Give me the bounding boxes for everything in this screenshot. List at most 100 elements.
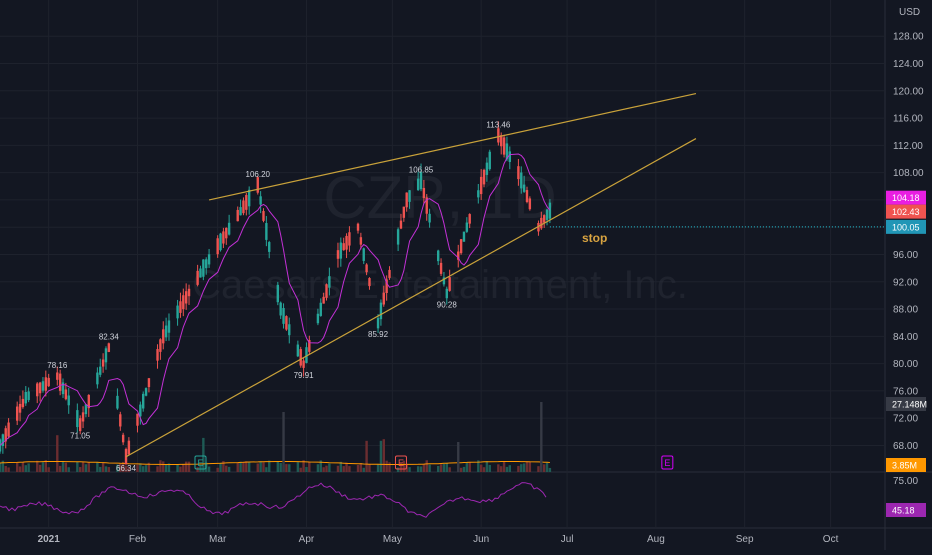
candle-body <box>339 242 343 259</box>
candle-body <box>21 398 25 408</box>
rsi-tick-label: 75.00 <box>893 476 918 487</box>
candle-body <box>485 162 489 175</box>
volume-bar <box>276 461 280 472</box>
volume-bar <box>27 463 30 472</box>
earnings-event-marker[interactable] <box>394 455 407 470</box>
candle-body <box>477 190 480 198</box>
volume-bar <box>219 463 222 472</box>
candle-body <box>164 325 168 338</box>
volume-bar <box>459 467 463 472</box>
candle-body <box>379 302 383 320</box>
volume-bar <box>242 462 245 472</box>
volume-bar <box>164 464 168 472</box>
volume-bar <box>0 462 2 472</box>
candle-body <box>408 190 411 202</box>
volume-bar <box>316 464 320 472</box>
volume-bar <box>127 467 131 472</box>
candle-body <box>482 169 486 185</box>
candle-body <box>265 223 268 240</box>
earnings-event-marker[interactable] <box>661 455 674 470</box>
peak-label: 90.28 <box>437 300 458 309</box>
candle-body <box>236 209 239 222</box>
candle-body <box>448 277 451 291</box>
earnings-event-letter: E <box>197 458 203 468</box>
candle-body <box>316 313 320 324</box>
rsi-line <box>0 482 547 518</box>
volume-bar <box>545 462 549 472</box>
peak-label: 79.91 <box>294 371 315 380</box>
candle-body <box>61 382 65 395</box>
candle-body <box>428 213 431 223</box>
candle-body <box>345 235 348 250</box>
candle-body <box>548 202 552 219</box>
candle-body <box>540 217 543 229</box>
volume-bar <box>187 461 191 472</box>
candle-body <box>78 418 82 432</box>
ma-line <box>0 153 551 446</box>
candle-body <box>459 239 463 254</box>
candle-body <box>388 269 391 278</box>
volume-bar <box>184 461 188 472</box>
candle-body <box>465 222 469 232</box>
volume-bar <box>256 463 259 472</box>
candle-body <box>116 395 119 409</box>
candle-body <box>38 382 42 394</box>
volume-bar <box>485 461 489 472</box>
candle-body <box>245 195 248 210</box>
candle-body <box>15 406 19 421</box>
axis-badges: 104.18 102.43 100.05 27.148M 3.85M 45.18 <box>886 190 927 517</box>
rsi-badge: 45.18 <box>892 506 915 516</box>
volume-bar <box>437 466 440 472</box>
volume-bar <box>385 460 388 472</box>
candle-body <box>101 359 105 367</box>
volume-bar <box>144 465 148 472</box>
candle-body <box>359 237 363 245</box>
candle-body <box>322 296 325 304</box>
volume-bar <box>520 464 523 472</box>
volume-bar <box>382 439 385 472</box>
volume-bar <box>207 466 211 472</box>
candle-body <box>520 172 523 189</box>
y-tick-label: 76.00 <box>893 386 918 397</box>
peak-label: 71.05 <box>70 432 91 441</box>
volume-bar <box>325 465 328 472</box>
candle-body <box>305 347 308 363</box>
volume-bar <box>78 467 82 472</box>
candle-body <box>517 166 520 180</box>
volume-bar <box>525 461 529 472</box>
candle-body <box>336 250 340 259</box>
volume-spike <box>457 442 460 472</box>
candle-body <box>497 128 500 143</box>
price-badge-upper: 104.18 <box>892 193 920 203</box>
volume-bar <box>502 460 506 472</box>
candle-body <box>47 377 50 387</box>
volume-bar <box>176 464 179 472</box>
price-badge-stop-bg <box>886 219 926 234</box>
volume-bar <box>422 463 426 472</box>
volume-bar <box>448 467 451 472</box>
volume-bar <box>236 462 239 472</box>
volume-bar <box>396 467 400 472</box>
candle-body <box>142 393 145 409</box>
volume-bar <box>345 462 348 472</box>
volume-bar <box>119 463 122 472</box>
volume-bar <box>308 461 311 472</box>
volume-ma-badge-bg <box>886 458 926 472</box>
x-tick-label: Sep <box>736 534 754 545</box>
x-tick-label: 2021 <box>38 534 61 545</box>
x-tick-label: May <box>383 534 402 545</box>
y-tick-label: 112.00 <box>893 141 923 152</box>
x-tick-label: Aug <box>647 534 665 545</box>
candle-body <box>202 259 205 277</box>
x-tick-label: Apr <box>299 534 315 545</box>
earnings-event-marker[interactable] <box>194 455 207 470</box>
candle-body <box>179 301 182 313</box>
candle-body <box>445 288 448 299</box>
candle-body <box>227 222 231 235</box>
candle-body <box>285 316 288 330</box>
volume-bar <box>202 437 205 472</box>
volume-bar <box>305 467 308 472</box>
peak-label: 66.34 <box>116 464 137 473</box>
